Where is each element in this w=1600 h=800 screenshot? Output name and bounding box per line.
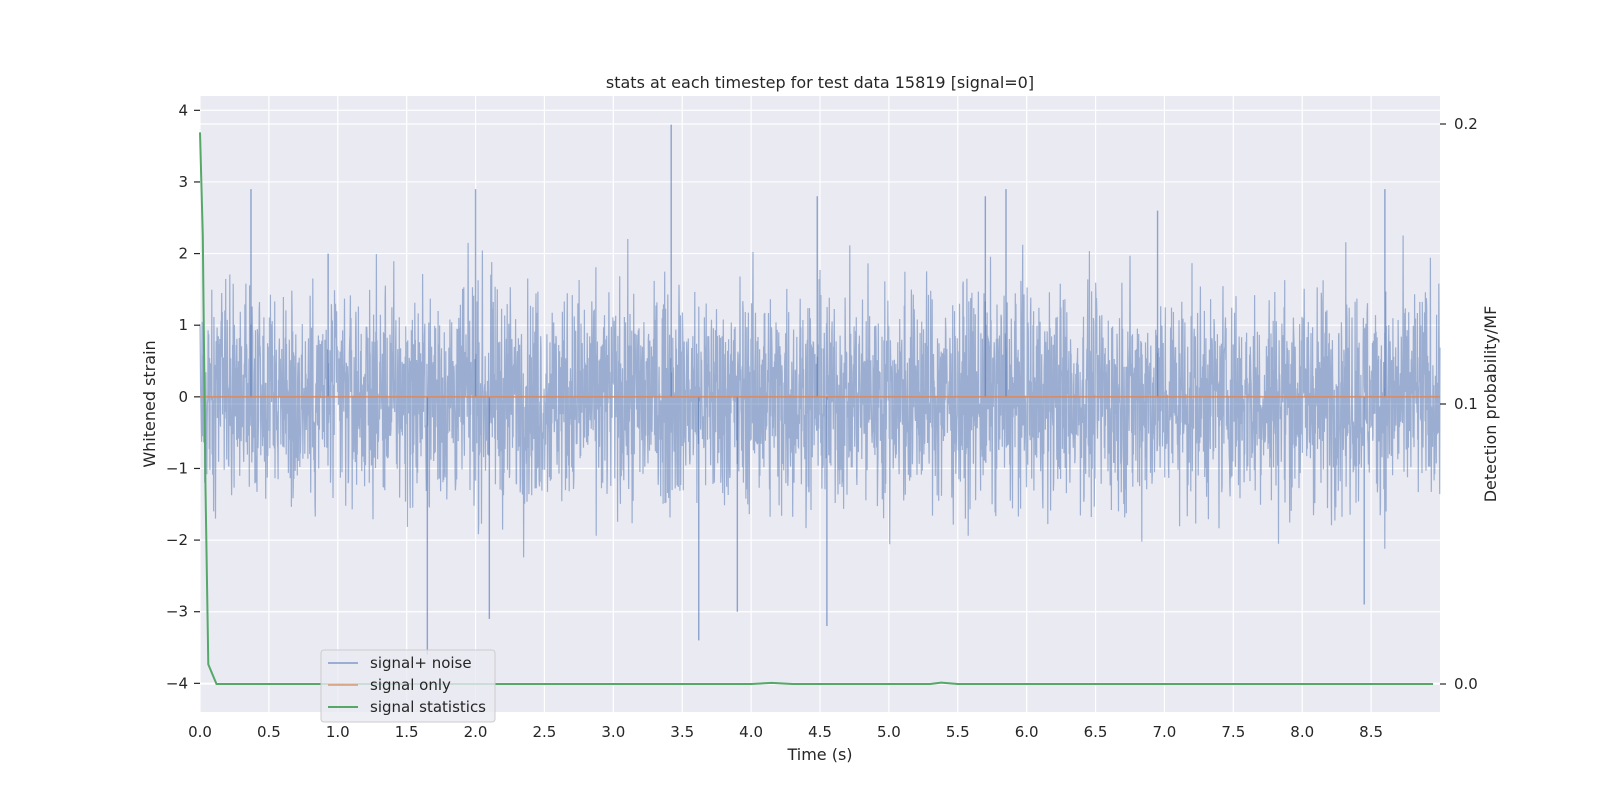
x-tick-label: 3.5 (670, 723, 694, 741)
x-tick-label: 2.0 (464, 723, 488, 741)
legend-label-signal-noise: signal+ noise (370, 654, 472, 672)
y-tick-label: 2 (178, 245, 188, 263)
y-tick-label: −2 (166, 531, 188, 549)
y2-tick-label: 0.1 (1454, 395, 1478, 413)
x-tick-label: 1.5 (395, 723, 419, 741)
series-signal-statistics (199, 132, 1434, 685)
x-tick-label: 6.0 (1015, 723, 1039, 741)
chart-title: stats at each timestep for test data 158… (606, 73, 1034, 92)
y-tick-label: 4 (178, 101, 188, 119)
x-tick-label: 0.0 (188, 723, 212, 741)
y-axis-label: Whitened strain (140, 340, 159, 467)
x-tick-label: 3.0 (601, 723, 625, 741)
series-layer (199, 124, 1441, 685)
y-axis-left: 4 3 2 1 0 −1 −2 −3 −4 (166, 101, 200, 692)
x-tick-label: 7.5 (1221, 723, 1245, 741)
y-tick-label: 1 (178, 316, 188, 334)
legend-label-signal-statistics: signal statistics (370, 698, 486, 716)
y-tick-label: 0 (178, 388, 188, 406)
y2-tick-label: 0.2 (1454, 115, 1478, 133)
x-tick-label: 5.0 (877, 723, 901, 741)
legend: signal+ noise signal only signal statist… (320, 649, 496, 723)
legend-label-signal-only: signal only (370, 676, 451, 694)
y2-axis-label: Detection probability/MF (1481, 306, 1500, 503)
legend-box (320, 649, 496, 723)
x-axis-label: Time (s) (786, 745, 852, 764)
x-tick-label: 8.5 (1359, 723, 1383, 741)
y-axis-right: 0.2 0.1 0.0 (1440, 115, 1478, 693)
x-tick-label: 4.5 (808, 723, 832, 741)
y-tick-label: −4 (166, 674, 188, 692)
series-signal-noise (199, 235, 1441, 558)
y2-tick-label: 0.0 (1454, 675, 1478, 693)
x-tick-label: 6.5 (1084, 723, 1108, 741)
x-tick-label: 0.5 (257, 723, 281, 741)
y-tick-label: −3 (166, 603, 188, 621)
x-tick-label: 4.0 (739, 723, 763, 741)
x-axis: 0.0 0.5 1.0 1.5 2.0 2.5 3.0 3.5 4.0 4.5 5.0 5.5 6.0 6… (188, 723, 1383, 741)
y-tick-label: 3 (178, 173, 188, 191)
x-tick-label: 7.0 (1153, 723, 1177, 741)
x-tick-label: 1.0 (326, 723, 350, 741)
y-tick-label: −1 (166, 459, 188, 477)
x-tick-label: 5.5 (946, 723, 970, 741)
x-tick-label: 8.0 (1290, 723, 1314, 741)
x-tick-label: 2.5 (533, 723, 557, 741)
